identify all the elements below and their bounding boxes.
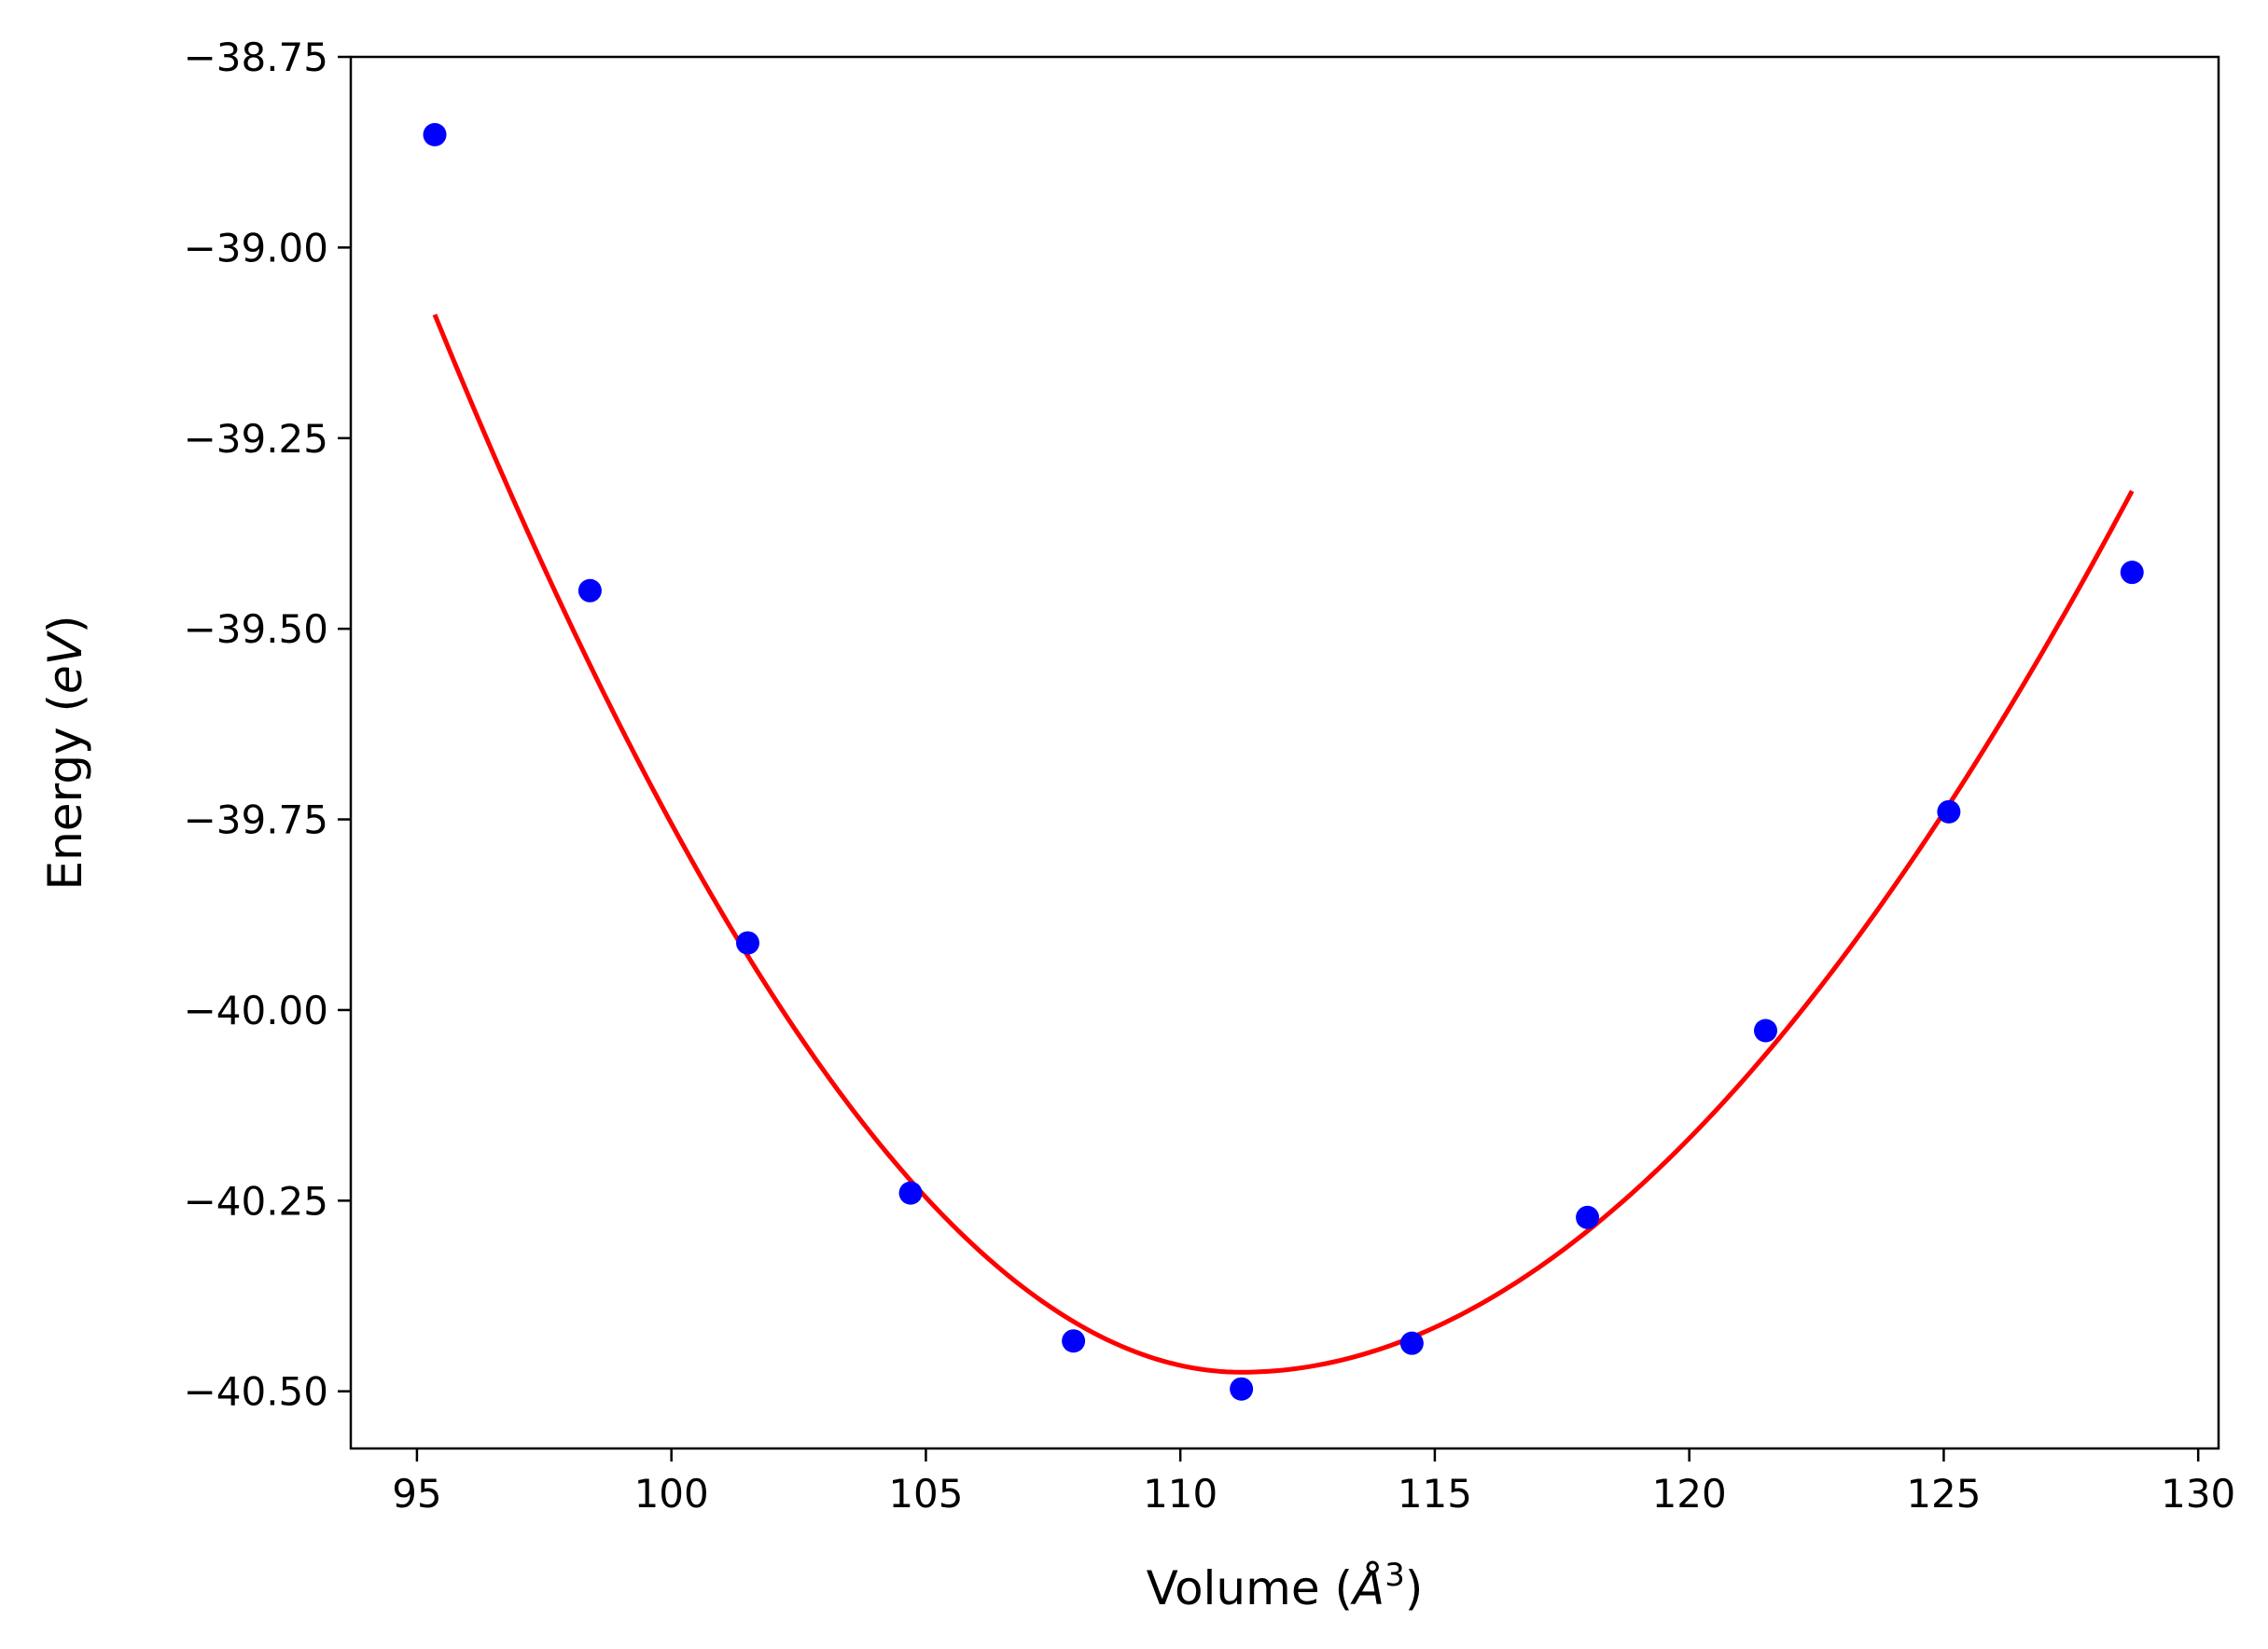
y-tick-label: −39.25 — [184, 416, 328, 462]
plot-area — [351, 57, 2219, 1448]
data-point — [577, 578, 602, 603]
y-tick-label: −38.75 — [184, 35, 328, 80]
x-tick-label: 130 — [2161, 1471, 2235, 1517]
data-point — [423, 122, 447, 146]
x-axis: 95 100 105 110 115 120 125 130 — [392, 1448, 2235, 1517]
data-point — [1754, 1018, 1778, 1043]
data-points-layer — [423, 122, 2144, 1401]
data-point — [1062, 1329, 1086, 1353]
x-tick-label: 120 — [1652, 1471, 1727, 1517]
x-tick-label: 110 — [1143, 1471, 1217, 1517]
data-point — [1937, 799, 1961, 824]
fit-curve-line — [432, 313, 2135, 1375]
y-axis-label: Energy (eV) — [38, 616, 92, 891]
data-point — [1576, 1205, 1600, 1229]
plot-frame — [349, 55, 2220, 1450]
x-tick-label: 100 — [634, 1471, 709, 1517]
y-axis: −38.75 −39.00 −39.25 −39.50 −39.75 −40.00 −40.… — [184, 35, 351, 1415]
data-point — [2120, 561, 2144, 585]
y-tick-label: −39.50 — [184, 606, 328, 652]
x-axis-label: Volume (Å3) — [1147, 1557, 1424, 1615]
y-tick-label: −39.00 — [184, 225, 328, 270]
y-tick-label: −40.25 — [184, 1178, 328, 1224]
y-tick-label: −40.50 — [184, 1369, 328, 1415]
data-point — [1399, 1331, 1424, 1355]
fit-curve-layer — [432, 313, 2135, 1375]
data-point — [1230, 1377, 1254, 1401]
x-tick-label: 115 — [1398, 1471, 1472, 1517]
y-tick-label: −39.75 — [184, 797, 328, 843]
data-point — [898, 1181, 923, 1205]
x-tick-label: 125 — [1906, 1471, 1981, 1517]
x-tick-label: 95 — [392, 1471, 441, 1517]
x-tick-label: 105 — [888, 1471, 963, 1517]
data-point — [735, 931, 759, 955]
y-tick-label: −40.00 — [184, 988, 328, 1033]
